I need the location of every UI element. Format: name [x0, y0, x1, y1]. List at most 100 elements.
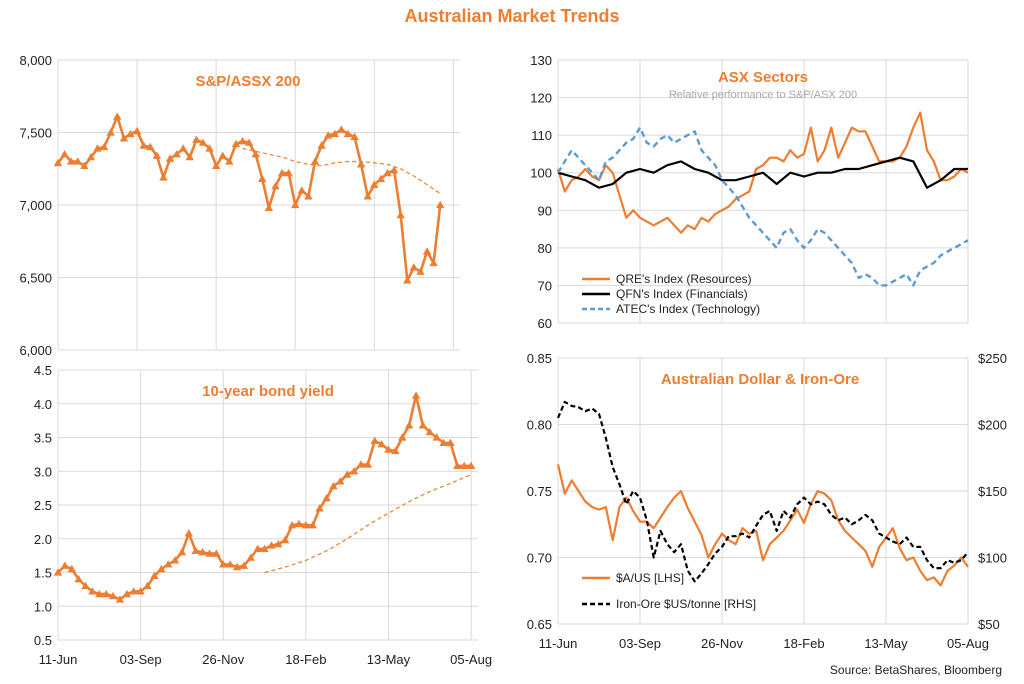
x-tick-label: 26-Nov	[202, 652, 244, 667]
data-point-marker	[377, 440, 386, 448]
data-point-marker	[74, 575, 83, 583]
data-point-marker	[122, 589, 132, 598]
data-point-marker	[198, 138, 208, 146]
x-tick-label: 11-Jun	[39, 652, 78, 667]
y-right-tick-label: $150	[978, 484, 1007, 499]
data-point-marker	[246, 553, 255, 561]
data-point-marker	[287, 521, 297, 529]
data-point-marker	[244, 138, 254, 146]
data-point-marker	[310, 157, 320, 165]
data-point-marker	[322, 494, 331, 502]
data-point-marker	[329, 481, 338, 490]
y-tick-label: 3.5	[34, 431, 52, 446]
data-point-marker	[281, 535, 290, 544]
y-tick-label: 6,500	[19, 271, 52, 286]
y-tick-label: 8,000	[19, 53, 52, 68]
data-point-marker	[115, 595, 125, 603]
y-right-tick-label: $250	[978, 351, 1007, 366]
data-point-marker	[376, 174, 386, 183]
data-point-marker	[225, 157, 234, 165]
y-tick-label: 1.0	[34, 599, 52, 614]
y-tick-label: 0.85	[527, 351, 552, 366]
data-point-marker	[165, 154, 175, 162]
data-point-marker	[460, 461, 469, 469]
data-point-marker	[93, 144, 102, 152]
data-point-marker	[336, 477, 345, 485]
data-point-marker	[349, 467, 359, 475]
y-tick-label: 0.65	[527, 617, 552, 632]
sectors-subtitle: Relative performance to S&P/ASX 200	[669, 89, 857, 101]
data-point-marker	[453, 461, 462, 469]
data-point-marker	[67, 564, 76, 573]
data-point-marker	[277, 168, 287, 177]
data-point-marker	[323, 131, 333, 139]
data-point-marker	[184, 529, 194, 537]
data-point-marker	[95, 589, 104, 598]
data-point-marker	[253, 544, 262, 553]
data-point-marker	[81, 581, 90, 590]
data-point-marker	[284, 168, 293, 177]
data-point-marker	[260, 544, 269, 553]
data-point-marker	[205, 549, 214, 557]
data-point-marker	[356, 460, 366, 468]
aud-iron-title: Australian Dollar & Iron-Ore	[661, 371, 859, 388]
data-point-marker	[157, 564, 166, 573]
data-point-marker	[60, 150, 69, 158]
y-tick-label: 4.0	[34, 397, 52, 412]
y-tick-label: 110	[531, 128, 552, 143]
data-point-marker	[53, 568, 63, 576]
bond-yield-title: 10-year bond yield	[202, 383, 334, 400]
data-point-marker	[80, 161, 89, 169]
legend-label: ATEC's Index (Technology)	[616, 302, 760, 316]
data-point-marker	[73, 157, 82, 165]
aud-series-line	[556, 464, 969, 587]
data-point-marker	[150, 571, 159, 580]
data-point-marker	[163, 560, 173, 568]
data-point-marker	[143, 581, 152, 590]
y-tick-label: 4.5	[34, 363, 52, 378]
y-tick-label: 6,000	[19, 343, 52, 358]
data-point-marker	[294, 519, 304, 528]
data-point-marker	[239, 561, 249, 569]
data-point-marker	[330, 129, 339, 138]
data-point-marker	[66, 157, 76, 165]
data-point-marker	[271, 181, 280, 190]
data-point-marker	[170, 556, 180, 564]
data-point-marker	[308, 521, 317, 529]
data-point-marker	[391, 446, 400, 455]
data-point-marker	[225, 560, 235, 568]
data-point-marker	[403, 276, 412, 284]
data-point-marker	[429, 258, 438, 267]
legend-label: Iron-Ore $US/tonne [RHS]	[616, 597, 756, 611]
data-point-marker	[88, 587, 97, 595]
x-tick-label: 13-May	[864, 636, 908, 651]
data-point-marker	[86, 152, 96, 161]
data-point-marker	[211, 161, 221, 169]
data-point-marker	[106, 128, 115, 136]
data-point-marker	[425, 427, 435, 436]
data-point-marker	[383, 168, 392, 177]
data-point-marker	[159, 173, 168, 181]
y-tick-label: 2.5	[34, 498, 52, 513]
data-point-marker	[337, 125, 346, 133]
data-point-marker	[343, 129, 353, 138]
data-point-marker	[192, 135, 201, 143]
trend-line	[264, 474, 472, 574]
y-tick-label: 120	[530, 91, 552, 106]
y-tick-label: 90	[538, 203, 552, 218]
trend-line	[242, 147, 441, 194]
data-point-marker	[363, 192, 372, 200]
y-tick-label: 130	[530, 53, 552, 68]
data-point-marker	[185, 152, 195, 161]
y-tick-label: 2.0	[34, 532, 52, 547]
source-note: Source: BetaShares, Bloomberg	[829, 663, 1002, 677]
y-right-tick-label: $50	[978, 617, 1000, 632]
y-tick-label: 60	[538, 316, 552, 331]
data-point-marker	[139, 141, 148, 149]
data-point-marker	[205, 144, 214, 152]
data-point-marker	[99, 142, 109, 151]
